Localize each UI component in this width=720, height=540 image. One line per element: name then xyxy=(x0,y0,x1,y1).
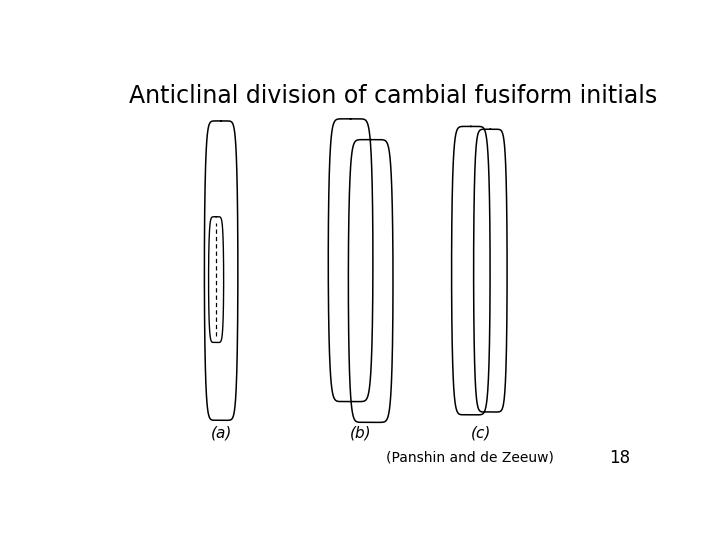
Text: Anticlinal division of cambial fusiform initials: Anticlinal division of cambial fusiform … xyxy=(129,84,657,107)
Text: 18: 18 xyxy=(610,449,631,467)
Text: (Panshin and de Zeeuw): (Panshin and de Zeeuw) xyxy=(385,451,554,465)
Text: (c): (c) xyxy=(470,426,491,440)
Text: (a): (a) xyxy=(210,426,232,440)
Text: (b): (b) xyxy=(350,426,372,440)
